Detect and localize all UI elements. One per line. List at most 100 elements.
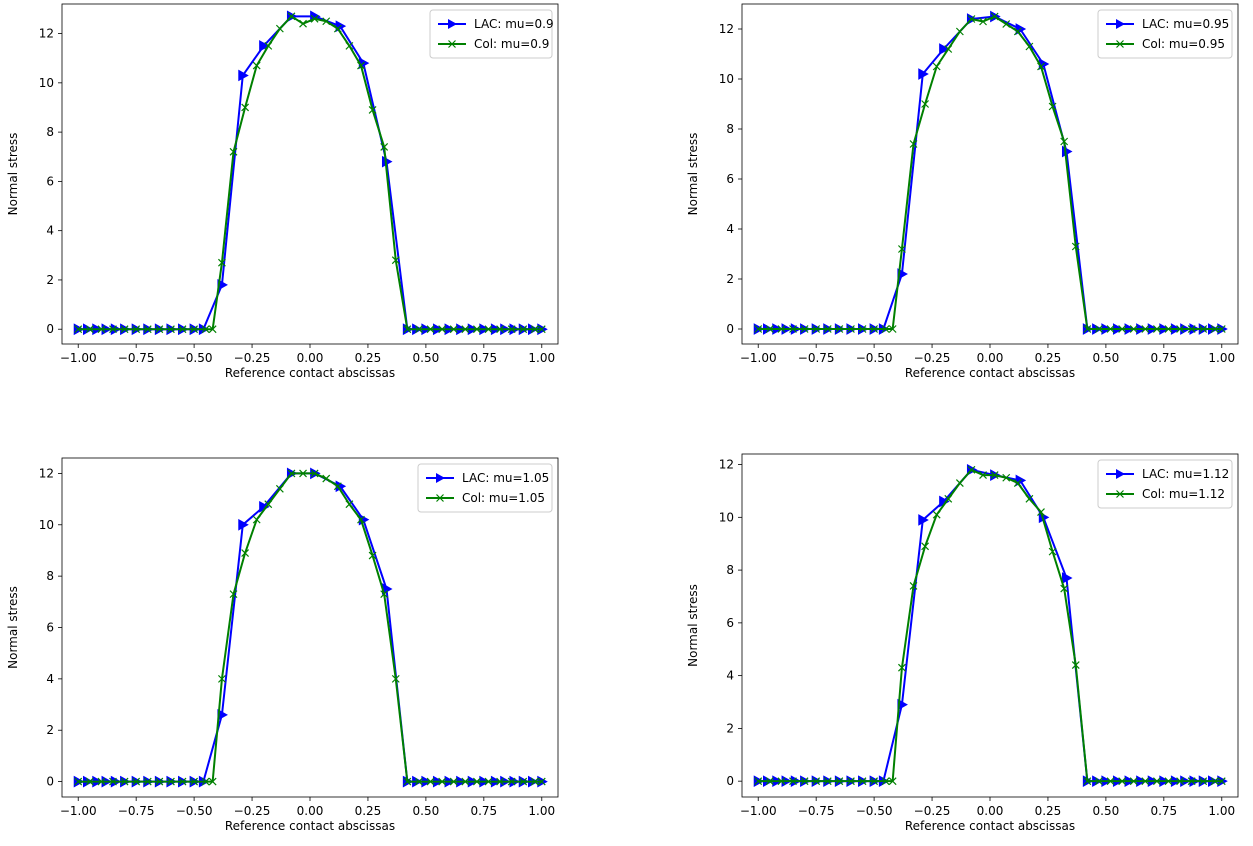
x-tick-label: −1.00 (60, 804, 97, 818)
data-point (252, 515, 261, 524)
data-point (218, 258, 226, 267)
data-point (1061, 572, 1073, 584)
x-axis-label: Reference contact abscissas (225, 819, 395, 833)
data-point (1152, 325, 1161, 333)
data-point (870, 777, 879, 786)
data-point (1002, 473, 1011, 482)
x-tick-label: 1.00 (1208, 804, 1235, 818)
legend-box (417, 463, 553, 513)
data-point (1037, 62, 1045, 71)
y-tick-label: 12 (719, 458, 734, 472)
data-point (85, 325, 94, 334)
x-tick-label: 0.50 (413, 351, 440, 365)
data-point (1199, 325, 1208, 333)
y-tick-label: 0 (726, 774, 734, 788)
data-point (835, 325, 844, 333)
series-col (74, 12, 546, 334)
data-point (1025, 42, 1034, 51)
data-point (322, 17, 331, 26)
x-tick-label: 0.50 (1093, 351, 1120, 365)
y-tick-label: 6 (726, 616, 734, 630)
data-point (1141, 325, 1150, 333)
data-point (403, 777, 412, 786)
legend-marker (1116, 19, 1125, 29)
data-point (1048, 547, 1057, 556)
data-point (881, 777, 890, 786)
data-point (1217, 325, 1226, 333)
data-point (143, 777, 152, 786)
data-point (345, 500, 354, 509)
data-point (1152, 777, 1161, 786)
data-point (754, 777, 763, 786)
data-point (898, 663, 906, 672)
legend-label: LAC: mu=1.05 (462, 471, 549, 485)
data-point (765, 325, 774, 333)
data-point (1210, 325, 1219, 333)
x-tick-label: 0.00 (977, 804, 1004, 818)
data-point (507, 325, 516, 334)
series-line (758, 468, 1222, 783)
data-point (218, 674, 226, 683)
data-point (519, 325, 528, 334)
y-tick-label: 2 (46, 273, 54, 287)
legend-marker (448, 19, 457, 29)
data-point (357, 515, 365, 524)
data-point (391, 674, 400, 683)
data-point (264, 500, 273, 509)
series-line (758, 15, 1222, 330)
data-point (979, 17, 987, 26)
data-point (426, 325, 435, 334)
series-line (78, 472, 542, 783)
y-tick-label: 4 (726, 222, 734, 236)
data-point (1187, 777, 1196, 786)
data-point (1048, 102, 1057, 111)
data-point (229, 590, 238, 599)
data-point (944, 494, 953, 503)
x-tick-label: 1.00 (528, 804, 555, 818)
x-tick-label: −0.25 (914, 351, 951, 365)
data-point (1037, 508, 1045, 516)
y-tick-label: 6 (726, 172, 734, 186)
data-point (1176, 777, 1184, 786)
data-point (496, 777, 504, 786)
data-point (496, 325, 504, 334)
data-point (178, 777, 187, 786)
data-point (1106, 777, 1115, 786)
x-tick-label: 0.50 (1093, 804, 1120, 818)
legend-marker (436, 473, 445, 483)
data-point (1176, 325, 1184, 333)
series-lac (73, 467, 548, 788)
data-point (484, 325, 493, 334)
data-point (1187, 325, 1196, 333)
data-point (812, 325, 821, 333)
series-line (758, 15, 1222, 330)
data-point (777, 325, 786, 333)
data-point (823, 777, 832, 786)
data-point (1106, 325, 1115, 333)
legend-box (429, 9, 553, 59)
data-point (333, 482, 342, 491)
data-point (380, 142, 389, 151)
legend-marker (1116, 40, 1124, 48)
data-point (238, 518, 249, 531)
y-tick-label: 2 (46, 723, 54, 737)
data-point (881, 325, 890, 333)
subplot-4: −1.00 −0.75 −0.50 −0.25 0.00 0.25 0.50 0.75 1.00… (686, 453, 1239, 833)
data-point (1118, 777, 1127, 786)
data-point (229, 147, 238, 156)
data-point (241, 103, 250, 112)
data-point (1210, 777, 1219, 786)
data-point (322, 474, 331, 483)
x-tick-label: 0.00 (297, 351, 324, 365)
data-point (438, 777, 447, 786)
data-point (909, 140, 918, 148)
data-point (507, 777, 516, 786)
legend-label: LAC: mu=0.9 (474, 17, 554, 31)
data-point (537, 777, 546, 786)
data-point (208, 325, 217, 334)
data-point (201, 777, 210, 786)
data-point (537, 325, 546, 334)
data-point (357, 61, 365, 70)
y-tick-label: 4 (46, 672, 54, 686)
x-tick-label: −0.50 (856, 351, 893, 365)
